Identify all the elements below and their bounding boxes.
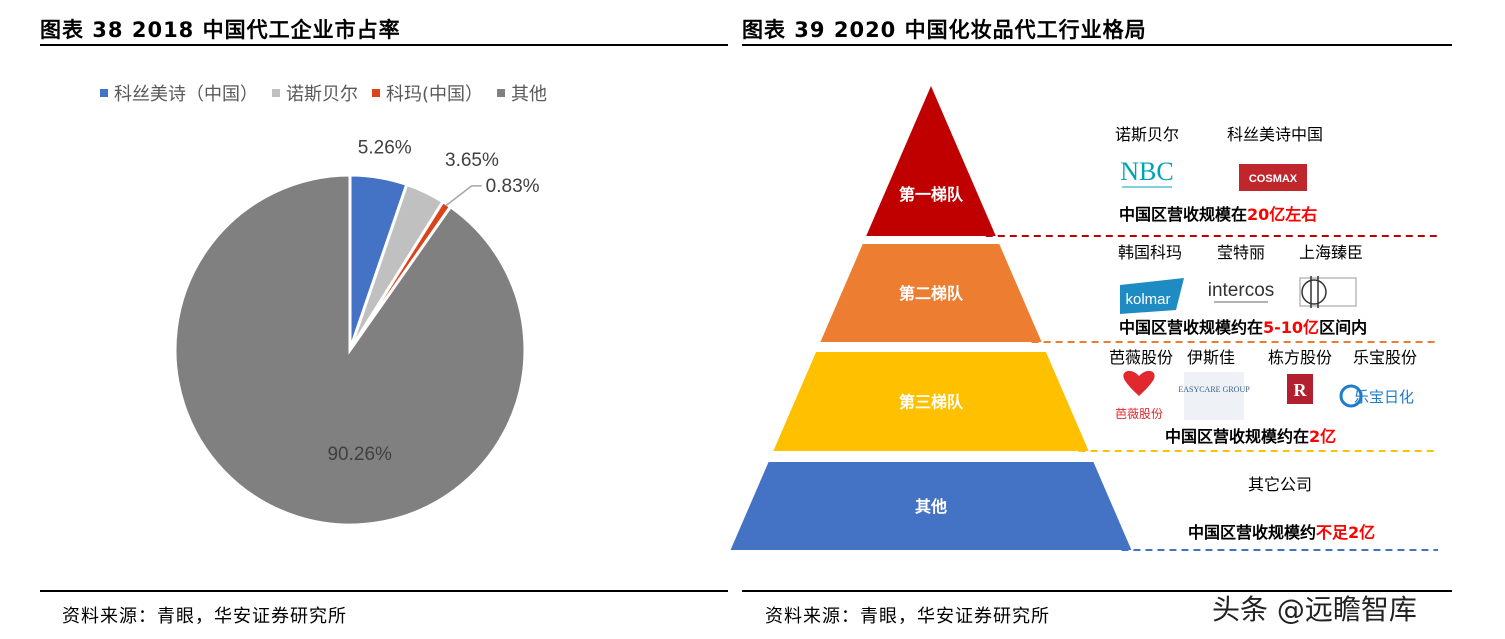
nbc-logo-text: NBC xyxy=(1120,157,1173,186)
cosmax-logo-text: COSMAX xyxy=(1249,173,1298,185)
legend-label-3: 其他 xyxy=(511,84,548,105)
pie-label-0: 5.26% xyxy=(358,138,412,159)
bawei-logo-text: 芭薇股份 xyxy=(1115,407,1163,421)
right-top-rule xyxy=(742,44,1452,46)
legend-label-0: 科丝美诗（中国） xyxy=(114,84,258,105)
dongfang-logo: R xyxy=(1287,374,1313,404)
legend-swatch-3 xyxy=(497,89,506,97)
tier-1-company-1: 莹特丽 xyxy=(1217,243,1265,262)
easycare-logo-box xyxy=(1184,372,1244,420)
zhenchen-logo-box xyxy=(1299,277,1357,307)
right-figure-title: 图表 39 2020 中国化妆品代工行业格局 xyxy=(742,18,1147,42)
right-source-note: 资料来源：青眼，华安证券研究所 xyxy=(765,606,1050,627)
tier-1-company-2: 上海臻臣 xyxy=(1299,243,1363,262)
dongfang-logo-box xyxy=(1287,374,1313,404)
legend-swatch-1 xyxy=(272,89,280,97)
tier-3-revenue-prefix: 中国区营收规模约 xyxy=(1188,523,1316,542)
tier-1-revenue-highlight: 5-10亿 xyxy=(1263,318,1319,337)
pie-leader-line-2 xyxy=(445,185,482,207)
tier-2-revenue-highlight: 2亿 xyxy=(1309,427,1336,446)
legend-swatch-2 xyxy=(372,89,380,97)
left-top-rule xyxy=(40,44,728,46)
tier-0-revenue-highlight: 20亿左右 xyxy=(1247,205,1317,224)
left-bottom-rule xyxy=(40,590,728,592)
legend-item-3: 其他 xyxy=(497,80,547,106)
kolmar-logo-shape xyxy=(1120,278,1184,314)
lebao-logo: 乐宝日化 xyxy=(1339,384,1414,408)
kolmar-logo-text: kolmar xyxy=(1125,291,1170,308)
market-share-pie-chart: 5.26% 3.65% 0.83% 90.26% xyxy=(173,138,540,527)
legend-item-0: 科丝美诗（中国） xyxy=(100,80,258,106)
cosmax-logo: COSMAX xyxy=(1239,164,1307,191)
tier-label-0: 第一梯队 xyxy=(899,185,964,204)
tier-2-company-0: 芭薇股份 xyxy=(1109,348,1173,367)
tier-0-company-1: 科丝美诗中国 xyxy=(1227,125,1323,144)
bawei-logo: 芭薇股份 xyxy=(1115,370,1163,421)
pie-legend: 科丝美诗（中国） 诺斯贝尔 科玛(中国） 其他 xyxy=(100,80,561,106)
tier-revenue-1: 中国区营收规模约在5-10亿区间内 xyxy=(1119,318,1367,337)
left-source-note: 资料来源：青眼，华安证券研究所 xyxy=(62,606,347,627)
tier-revenue-0: 中国区营收规模在20亿左右 xyxy=(1119,205,1317,224)
cosmax-logo-box xyxy=(1239,164,1307,191)
easycare-logo: EASYCARE GROUP xyxy=(1178,372,1250,420)
watermark: 头条 @远瞻智库 xyxy=(1212,593,1417,626)
nbc-logo: NBC xyxy=(1120,157,1174,188)
tier-1-revenue-prefix: 中国区营收规模约在 xyxy=(1119,318,1263,337)
lebao-logo-text: 乐宝日化 xyxy=(1354,388,1414,406)
tier-2-revenue-prefix: 中国区营收规模约在 xyxy=(1165,427,1309,446)
kolmar-logo: kolmar xyxy=(1120,278,1184,314)
tier-shape-2 xyxy=(773,352,1089,451)
tier-revenue-3: 中国区营收规模约不足2亿 xyxy=(1188,523,1375,542)
easycare-logo-text: EASYCARE GROUP xyxy=(1178,385,1250,394)
tier-shape-0 xyxy=(866,86,996,236)
pie-slice-3 xyxy=(173,173,527,527)
legend-label-2: 科玛(中国） xyxy=(386,84,484,105)
tier-2-company-2: 栋方股份 xyxy=(1268,348,1332,367)
lebao-logo-ring xyxy=(1339,384,1363,408)
tier-0-company-0: 诺斯贝尔 xyxy=(1115,125,1179,144)
zhenchen-logo xyxy=(1299,276,1357,308)
tier-0-revenue-prefix: 中国区营收规模在 xyxy=(1119,205,1247,224)
tier-label-1: 第二梯队 xyxy=(899,284,964,303)
dongfang-logo-text: R xyxy=(1294,380,1308,400)
tier-3-company-0: 其它公司 xyxy=(1248,475,1312,494)
legend-item-2: 科玛(中国） xyxy=(372,80,483,106)
bawei-logo-heart xyxy=(1123,370,1155,396)
tier-2-company-1: 伊斯佳 xyxy=(1187,348,1235,367)
tier-label-2: 第三梯队 xyxy=(899,393,964,412)
left-figure-title: 图表 38 2018 中国代工企业市占率 xyxy=(40,18,401,42)
right-bottom-rule xyxy=(742,590,1452,592)
pie-label-1: 3.65% xyxy=(445,150,499,171)
tier-shape-1 xyxy=(820,244,1042,342)
pie-label-2: 0.83% xyxy=(486,176,540,197)
legend-item-1: 诺斯贝尔 xyxy=(272,80,358,106)
pie-label-3: 90.26% xyxy=(327,444,392,465)
tier-2-company-3: 乐宝股份 xyxy=(1353,348,1417,367)
intercos-logo: intercos xyxy=(1208,280,1275,303)
tier-1-revenue-suffix: 区间内 xyxy=(1319,318,1367,337)
intercos-logo-text: intercos xyxy=(1208,280,1275,301)
tier-revenue-2: 中国区营收规模约在2亿 xyxy=(1165,427,1336,446)
legend-swatch-0 xyxy=(100,89,108,97)
tier-shape-3 xyxy=(730,462,1132,550)
zhenchen-logo-ring xyxy=(1301,279,1327,305)
tier-3-revenue-highlight: 不足2亿 xyxy=(1316,523,1375,542)
legend-label-1: 诺斯贝尔 xyxy=(286,84,358,105)
tier-1-company-0: 韩国科玛 xyxy=(1118,243,1182,262)
tier-label-3: 其他 xyxy=(915,497,947,516)
